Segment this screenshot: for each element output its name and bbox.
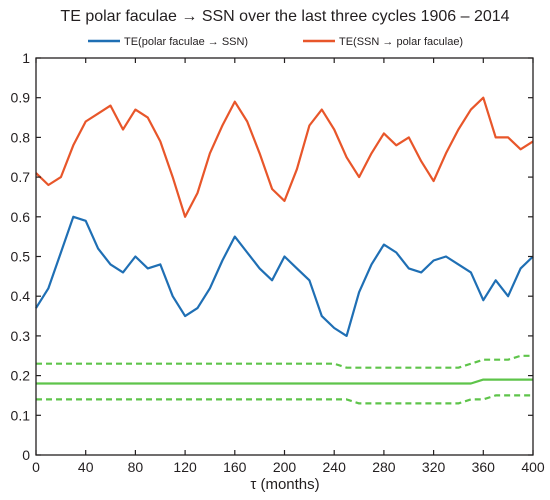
x-tick-label: 360 xyxy=(472,459,496,475)
x-tick-label: 320 xyxy=(422,459,446,475)
x-tick-label: 400 xyxy=(521,459,545,475)
x-tick-label: 240 xyxy=(323,459,347,475)
axes: 0 40 80 120 160 200 240 280 320 360 400 0 0.1 0.2 0.3 0… xyxy=(11,50,545,475)
x-tick-label: 0 xyxy=(32,459,40,475)
y-tick-label: 0.2 xyxy=(11,368,31,384)
series-line-2 xyxy=(36,378,533,385)
legend: TE(polar faculae → SSN) TE(SSN → polar f… xyxy=(88,36,463,48)
y-tick-label: 0.4 xyxy=(11,288,31,304)
legend-label-blue: TE(polar faculae → SSN) xyxy=(124,36,248,48)
legend-label-orange: TE(SSN → polar faculae) xyxy=(339,36,463,48)
y-tick-label: 0.5 xyxy=(11,249,31,265)
series-layer xyxy=(35,96,534,405)
x-tick-label: 160 xyxy=(223,459,247,475)
x-axis-label: τ (months) xyxy=(250,476,319,493)
x-tick-label: 80 xyxy=(128,459,144,475)
x-tick-label: 40 xyxy=(78,459,94,475)
y-tick-label: 0.1 xyxy=(11,407,31,423)
series-line-4 xyxy=(36,394,533,405)
x-tick-label: 280 xyxy=(372,459,396,475)
y-tick-label: 0.7 xyxy=(11,169,31,185)
series-line-3 xyxy=(36,354,533,369)
y-tick-label: 0.3 xyxy=(11,328,31,344)
y-tick-label: 0.6 xyxy=(11,209,31,225)
y-tick-label: 0 xyxy=(22,447,30,463)
x-tick-label: 120 xyxy=(173,459,197,475)
chart-title: TE polar faculae → SSN over the last thr… xyxy=(60,8,509,25)
x-tick-label: 200 xyxy=(273,459,297,475)
series-line-1 xyxy=(35,96,534,218)
y-tick-label: 0.8 xyxy=(11,129,31,145)
y-tick-label: 0.9 xyxy=(11,90,31,106)
y-tick-label: 1 xyxy=(22,50,30,66)
series-line-0 xyxy=(35,215,534,337)
